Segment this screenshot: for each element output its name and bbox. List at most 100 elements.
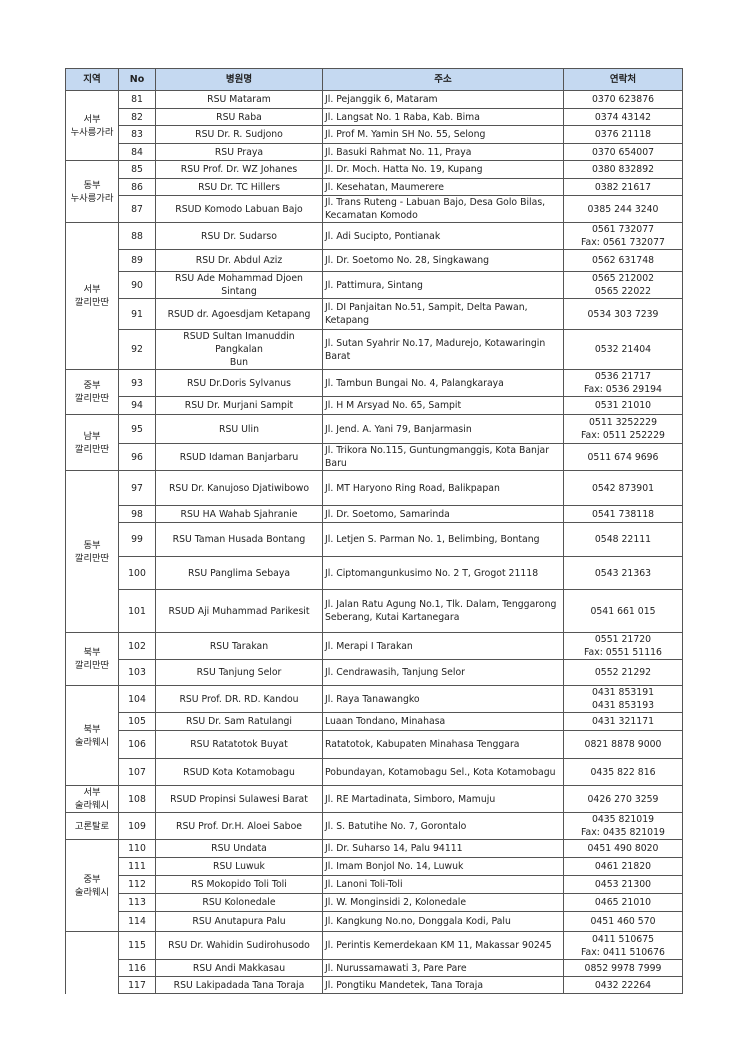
contact-cell: 0370 623876 <box>563 90 683 109</box>
no-cell: 111 <box>118 857 156 876</box>
table-row: 중부 깔리만딴 93 RSU Dr.Doris Sylvanus Jl. Tambun… <box>65 369 683 415</box>
no-cell: 85 <box>118 160 156 179</box>
contact-cell: 0432 22264 <box>563 976 683 994</box>
contact-cell: 0562 631748 <box>563 249 683 272</box>
table-row: 남부 깔리만딴 95 RSU Ulin Jl. Jend. A. Yani 79, B… <box>65 414 683 471</box>
table-row: 98 RSU HA Wahab Sjahranie Jl. Dr. Soetomo,… <box>66 505 683 523</box>
contact-cell: 0461 21820 <box>563 857 683 876</box>
no-cell: 88 <box>118 222 156 250</box>
table-row: 105 RSU Dr. Sam Ratulangi Luaan Tondano, M… <box>66 712 683 731</box>
no-cell: 104 <box>118 685 156 713</box>
address-cell: Jl. W. Monginsidi 2, Kolonedale <box>322 893 564 912</box>
hospital-name-cell: RSUD Sultan Imanuddin Pangkalan Bun <box>155 329 323 370</box>
contact-cell: 0561 732077 Fax: 0561 732077 <box>563 222 683 250</box>
table-row: 87 RSUD Komodo Labuan Bajo Jl. Trans Ruten… <box>66 195 683 223</box>
table-row: 106 RSU Ratatotok Buyat Ratatotok, Kabupat… <box>66 730 683 759</box>
no-cell: 109 <box>118 812 156 840</box>
no-cell: 82 <box>118 108 156 126</box>
no-cell: 116 <box>118 959 156 977</box>
no-cell: 103 <box>118 659 156 686</box>
region-cell: 북부 깔리만딴 <box>65 632 119 686</box>
region-cell <box>65 931 119 994</box>
hospital-name-cell: RSU Lakipadada Tana Toraja <box>155 976 323 994</box>
no-cell: 112 <box>118 875 156 894</box>
table-row: 중부 술라웨시 110 RSU Undata Jl. Dr. Suharso 14, … <box>65 839 683 932</box>
table-row: 111 RSU Luwuk Jl. Imam Bonjol No. 14, Luwu… <box>66 857 683 876</box>
contact-cell: 0453 21300 <box>563 875 683 894</box>
contact-cell: 0511 674 9696 <box>563 443 683 471</box>
contact-cell: 0511 3252229 Fax: 0511 252229 <box>563 414 683 444</box>
table-row: 100 RSU Panglima Sebaya Jl. Ciptomangunkus… <box>66 556 683 590</box>
hospital-name-cell: RS Mokopido Toli Toli <box>155 875 323 894</box>
address-cell: Jl. Imam Bonjol No. 14, Luwuk <box>322 857 564 876</box>
hospital-name-cell: RSUD Komodo Labuan Bajo <box>155 195 323 223</box>
table-row: 113 RSU Kolonedale Jl. W. Monginsidi 2, Ko… <box>66 893 683 912</box>
address-cell: Jl. Tambun Bungai No. 4, Palangkaraya <box>322 369 564 397</box>
hospital-name-cell: RSU Panglima Sebaya <box>155 556 323 590</box>
hospital-name-cell: RSU Mataram <box>155 90 323 109</box>
contact-cell: 0451 460 570 <box>563 911 683 932</box>
contact-cell: 0431 321171 <box>563 712 683 731</box>
address-cell: Jl. Pongtiku Mandetek, Tana Toraja <box>322 976 564 994</box>
table-row: 86 RSU Dr. TC Hillers Jl. Kesehatan, Maume… <box>66 178 683 196</box>
hospital-name-cell: RSU Dr.Doris Sylvanus <box>155 369 323 397</box>
no-cell: 95 <box>118 414 156 444</box>
table-row: 101 RSUD Aji Muhammad Parikesit Jl. Jalan … <box>66 589 683 633</box>
no-cell: 101 <box>118 589 156 633</box>
contact-cell: 0821 8878 9000 <box>563 730 683 759</box>
table-row: 동부 깔리만딴 97 RSU Dr. Kanujoso Djatiwibowo Jl.… <box>65 470 683 633</box>
header-region: 지역 <box>65 68 119 91</box>
address-cell: Jl. Dr. Suharso 14, Palu 94111 <box>322 839 564 858</box>
table-row: 북부 깔리만딴 102 RSU Tarakan Jl. Merapi I Taraka… <box>65 632 683 686</box>
address-cell: Jl. Pattimura, Sintang <box>322 271 564 299</box>
contact-cell: 0532 21404 <box>563 329 683 370</box>
address-cell: Jl. Dr. Soetomo No. 28, Singkawang <box>322 249 564 272</box>
table-row: 99 RSU Taman Husada Bontang Jl. Letjen S. … <box>66 522 683 557</box>
table-row: 115 RSU Dr. Wahidin Sudirohusodo Jl. Perin… <box>65 931 683 994</box>
hospital-name-cell: RSU Prof. DR. RD. Kandou <box>155 685 323 713</box>
table-row: 89 RSU Dr. Abdul Aziz Jl. Dr. Soetomo No. … <box>66 249 683 272</box>
hospital-name-cell: RSUD Idaman Banjarbaru <box>155 443 323 471</box>
address-cell: Jl. H M Arsyad No. 65, Sampit <box>322 396 564 415</box>
hospital-name-cell: RSU Praya <box>155 143 323 161</box>
no-cell: 108 <box>118 785 156 813</box>
region-cell: 서부 깔리만딴 <box>65 222 119 370</box>
contact-cell: 0382 21617 <box>563 178 683 196</box>
table-row: 103 RSU Tanjung Selor Jl. Cendrawasih, Tan… <box>66 659 683 686</box>
hospital-name-cell: RSU HA Wahab Sjahranie <box>155 505 323 523</box>
hospital-name-cell: RSUD Propinsi Sulawesi Barat <box>155 785 323 813</box>
table-row: 91 RSUD dr. Agoesdjam Ketapang Jl. DI Panj… <box>66 298 683 330</box>
address-cell: Jl. Dr. Moch. Hatta No. 19, Kupang <box>322 160 564 179</box>
table-row: 북부 술라웨시 104 RSU Prof. DR. RD. Kandou Jl. Ra… <box>65 685 683 786</box>
table-row: 116 RSU Andi Makkasau Jl. Nurussamawati 3,… <box>66 959 683 977</box>
header-address: 주소 <box>322 68 564 91</box>
contact-cell: 0374 43142 <box>563 108 683 126</box>
hospital-name-cell: RSU Ade Mohammad Djoen Sintang <box>155 271 323 299</box>
region-cell: 서부 누사릉가라 <box>65 90 119 161</box>
hospital-name-cell: RSU Dr. Kanujoso Djatiwibowo <box>155 470 323 506</box>
address-cell: Jl. Merapi I Tarakan <box>322 632 564 660</box>
table-row: 114 RSU Anutapura Palu Jl. Kangkung No.no,… <box>66 911 683 932</box>
header-name: 병원명 <box>155 68 323 91</box>
no-cell: 106 <box>118 730 156 759</box>
address-cell: Luaan Tondano, Minahasa <box>322 712 564 731</box>
contact-cell: 0565 212002 0565 22022 <box>563 271 683 299</box>
region-cell: 중부 깔리만딴 <box>65 369 119 415</box>
address-cell: Jl. Dr. Soetomo, Samarinda <box>322 505 564 523</box>
hospital-name-cell: RSU Prof. Dr. WZ Johanes <box>155 160 323 179</box>
address-cell: Jl. Cendrawasih, Tanjung Selor <box>322 659 564 686</box>
table-row: 서부 술라웨시 108 RSUD Propinsi Sulawesi Barat Jl… <box>65 785 683 813</box>
region-cell: 동부 깔리만딴 <box>65 470 119 633</box>
no-cell: 87 <box>118 195 156 223</box>
no-cell: 81 <box>118 90 156 109</box>
contact-cell: 0551 21720 Fax: 0551 51116 <box>563 632 683 660</box>
contact-cell: 0543 21363 <box>563 556 683 590</box>
address-cell: Jl. Trikora No.115, Guntungmanggis, Kota… <box>322 443 564 471</box>
address-cell: Jl. Langsat No. 1 Raba, Kab. Bima <box>322 108 564 126</box>
hospital-name-cell: RSU Ratatotok Buyat <box>155 730 323 759</box>
region-cell: 서부 술라웨시 <box>65 785 119 813</box>
address-cell: Jl. Basuki Rahmat No. 11, Praya <box>322 143 564 161</box>
no-cell: 83 <box>118 125 156 144</box>
address-cell: Jl. Kesehatan, Maumerere <box>322 178 564 196</box>
no-cell: 102 <box>118 632 156 660</box>
